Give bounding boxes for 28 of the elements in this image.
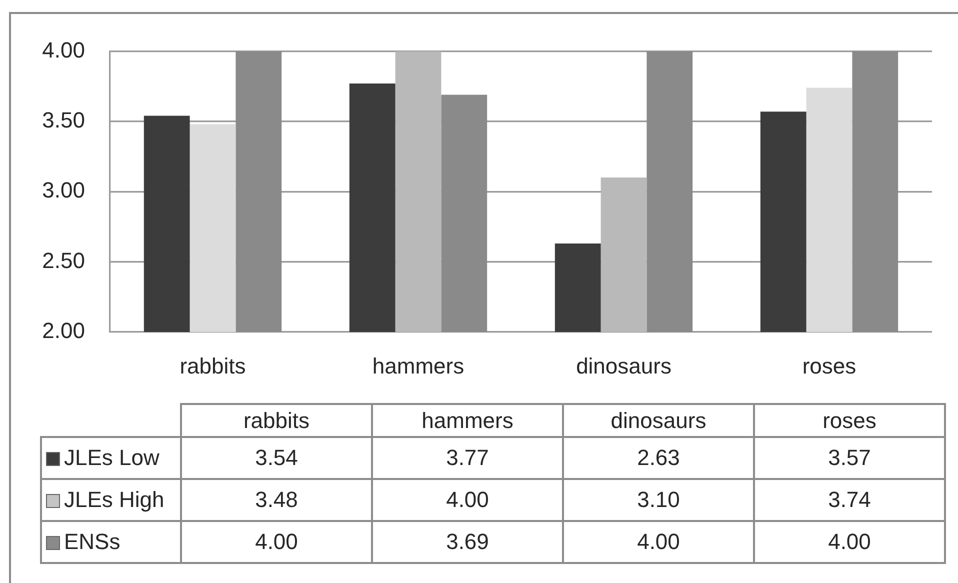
data-label: 3.57 — [754, 437, 945, 479]
data-label: 3.48 — [181, 479, 372, 521]
legend-label: ENSs — [41, 521, 181, 563]
data-label: 2.63 — [563, 437, 754, 479]
category-label: dinosaurs — [610, 408, 706, 432]
data-label: 3.54 — [181, 437, 372, 479]
x-tick-label: dinosaurs — [576, 353, 672, 378]
data-label: 3.77 — [372, 437, 563, 479]
data-label: 3.10 — [563, 479, 754, 521]
category-label: rabbits — [243, 408, 310, 432]
y-tick-label: 3.50 — [42, 107, 85, 132]
x-tick-label: hammers — [372, 353, 464, 378]
data-label: 4.00 — [563, 521, 754, 563]
category-label: hammers — [422, 408, 514, 432]
x-tick-label: rabbits — [180, 353, 246, 378]
data-label: 3.74 — [754, 479, 945, 521]
data-label: 4.00 — [372, 479, 563, 521]
category-label: roses — [822, 408, 876, 432]
legend-label: JLEs Low — [41, 437, 181, 479]
y-tick-label: 2.50 — [42, 248, 85, 273]
x-tick-label: roses — [802, 353, 856, 378]
y-tick-label: 2.00 — [42, 318, 85, 344]
data-label: 4.00 — [754, 521, 945, 563]
data-label: 4.00 — [181, 521, 372, 563]
y-tick-label: 4.00 — [42, 37, 85, 62]
data-label: 3.69 — [372, 521, 563, 563]
y-tick-label: 3.00 — [42, 178, 85, 203]
legend-label: JLEs High — [41, 479, 181, 521]
